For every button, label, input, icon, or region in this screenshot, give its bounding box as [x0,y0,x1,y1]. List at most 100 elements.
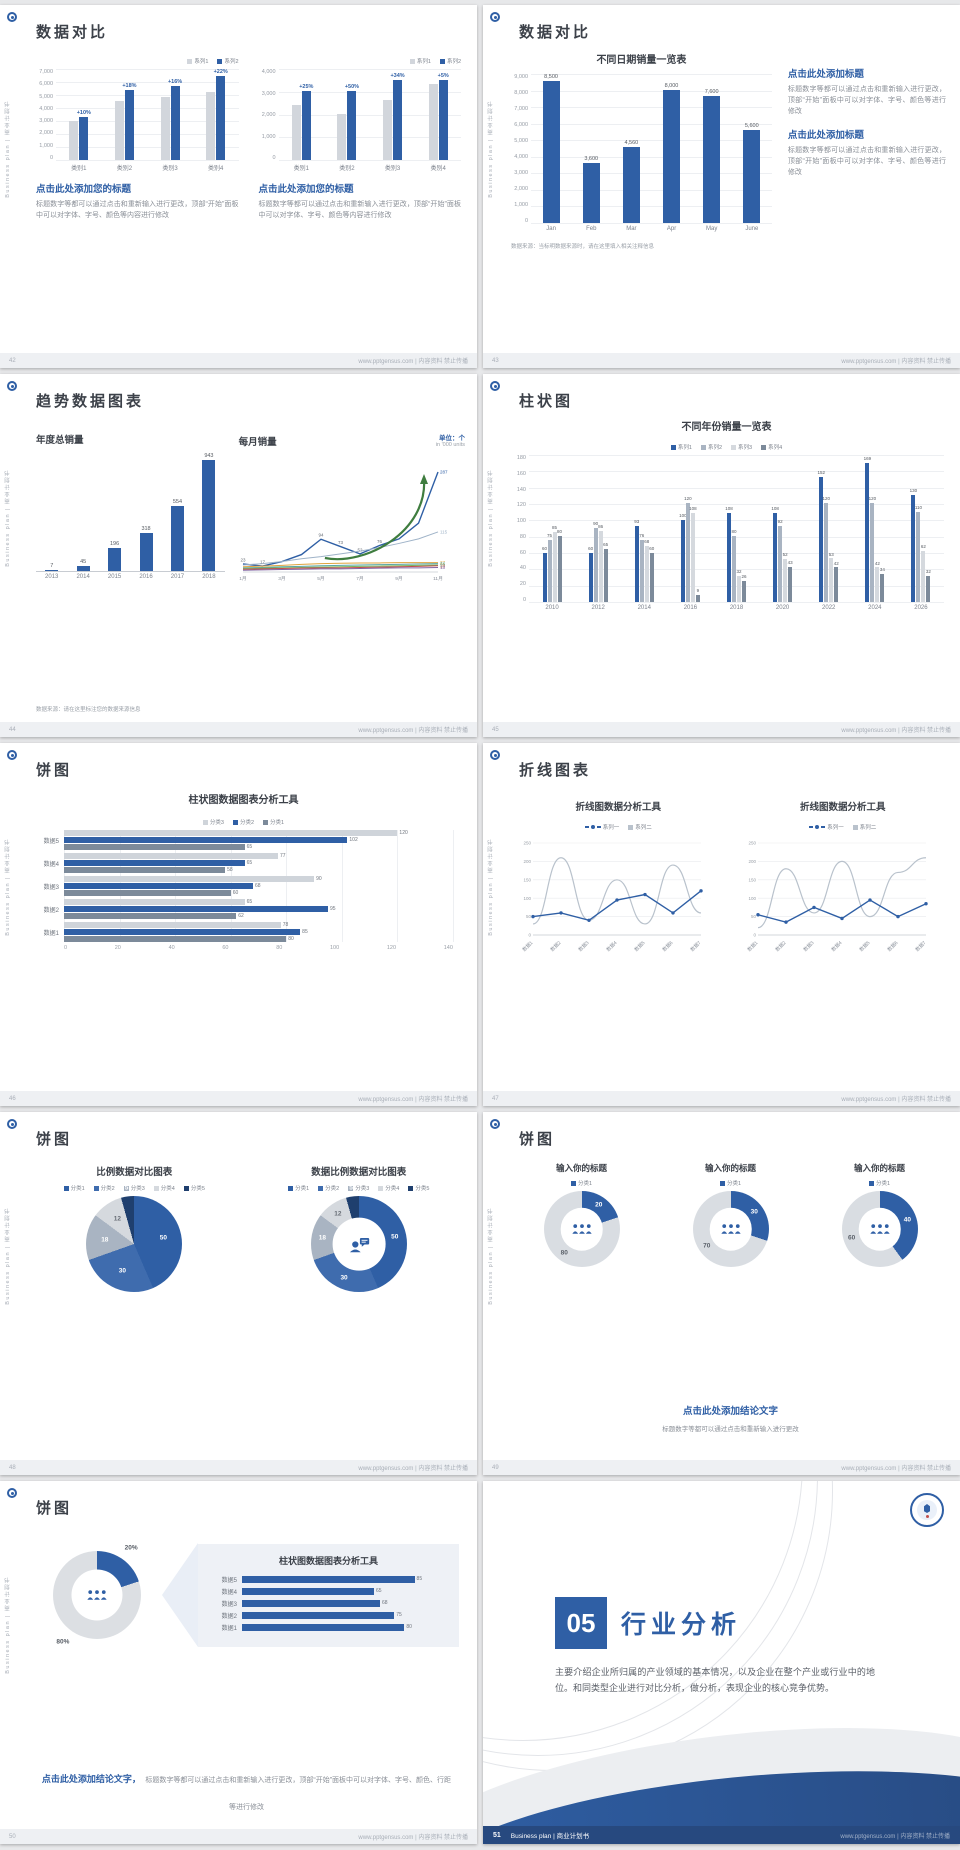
vb-yt: 0 [49,154,53,161]
chart-panel: 折线图数据分析工具 系列一 系列二 250 200 150 100 50 0 数据1 数据2 数据3… [742,799,945,953]
hb-lab: 77 [279,853,286,859]
svg-text:数据4: 数据4 [829,939,843,953]
leg-dot [590,825,595,829]
hb-lab: 80 [288,936,294,942]
svg-text:数据1: 数据1 [521,939,535,953]
vb-row: 7,000 6,000 5,000 4,000 3,000 2,000 1,000 0 +10%… [36,69,239,172]
vb-xt: 2026 [914,605,928,611]
leg-t: 系列一 [827,825,844,831]
vb-g: +16% [160,79,182,160]
vb-yt: 60 [519,549,526,556]
vb-bw: 108 [771,506,779,602]
slide-44[interactable]: Business plan | 商业计划书 趋势数据图表 年度总销量 7 45 19… [0,374,477,737]
vb-x: Jan Feb Mar Apr May June [531,226,772,232]
vb-g: 7,600 [703,89,721,223]
svg-text:150: 150 [523,877,531,882]
slide-43[interactable]: Business plan | 商业计划书 数据对比 不同日期销量一览表 9,0… [483,5,960,368]
vb-xt: June [745,226,759,232]
leg-t: 分类1 [875,1181,891,1187]
slide-51[interactable]: 05 行业分析 主要介绍企业所归属的产业领域的基本情况，以及企业在整个产业或行业… [483,1481,960,1844]
leg-sw [348,1185,354,1191]
leg-sw [408,1185,414,1191]
hb-row: 数据4 65 [212,1587,445,1596]
vb-plot: 7 45 196 318 554 943 [36,453,225,572]
vb-bw: 110 [915,505,922,602]
vb-xt: 类别1 [293,166,309,172]
content-columns: 系列1 系列2 7,000 6,000 5,000 4,000 3,000 2,000 1,00… [36,57,461,221]
slide-50[interactable]: Business plan | 商业计划书 饼图 20% 80% 柱状图数据图表分… [0,1481,477,1844]
hb-row: 数据4 77 65 58 [34,853,453,873]
panel-heading: 输入你的标题 [555,1163,607,1173]
vb-bw: 62 [921,544,926,602]
pie-lab: 20 [595,1201,603,1209]
slide-42[interactable]: Business plan | 商业计划书 数据对比 系列1 系列2 7,000 6,… [0,5,477,368]
vb-b [108,547,122,571]
slide-footer: 51 Business plan | 商业计划书 www.pptgensus.c… [483,1826,960,1844]
leg-sw [183,1185,189,1191]
vb-b [916,511,921,602]
pie-stack: 40 60 [841,1191,918,1267]
vb-bw: +5% [438,73,449,160]
vb-xt: 2016 [139,574,153,580]
pie-lab: 60 [847,1234,856,1242]
hb-line: 78 [64,922,453,928]
hb-lab: 65 [246,860,253,866]
brand-logo-icon [490,1119,500,1129]
hb-row: 数据2 65 95 62 [34,899,453,919]
pie-lab: 20% [124,1544,138,1552]
pie: 20% 80% [53,1545,141,1645]
vb-bw [206,91,216,160]
brand-logo-icon [7,750,17,760]
vb-bw: 85 [552,525,557,602]
chart-title: 比例数据对比图表 [96,1167,173,1178]
leg-it: 系列4 [761,443,782,451]
funnel-connector-shape [162,1543,198,1647]
leg-sw [263,819,269,825]
vb-l: 4,560 [624,139,639,146]
slide-49[interactable]: Business plan | 商业计划书 饼图 输入你的标题 分类1 20 80 … [483,1112,960,1475]
slide-45[interactable]: Business plan | 商业计划书 柱状图 不同年份销量一览表 系列1 系… [483,374,960,737]
hb-body: 数据5 120 102 65 数据4 77 65 58 数据3 90 68 60 数据2 65 95 62 数据… [34,830,454,942]
sidebar-watermark: Business plan | 商业计划书 [5,469,11,567]
leg-t: 分类2 [239,820,255,826]
vb-l: 42 [874,560,880,566]
vb-bw: 32 [926,569,931,602]
vb-bw: 42 [834,561,839,602]
leg-it: 分类5 [408,1184,429,1192]
slide-title: 数据对比 [519,24,592,41]
vb-g: 100 120 108 9 [679,496,700,602]
leg-sw [719,1180,725,1186]
vb-xt: 2010 [545,605,559,611]
content-row: 折线图数据分析工具 系列一 系列二 250 200 150 100 50 0 数据1 数据2 数据3… [517,799,944,953]
vb-xt: 2016 [683,605,698,611]
hb-cat: 数据1 [43,930,59,937]
svg-text:18: 18 [440,563,446,568]
leg-t: 系列二 [635,825,652,831]
footer-site-text: www.pptgensus.com | 内容资料 禁止传播 [358,359,468,365]
vb-g: +34% [383,73,405,160]
vb-grid [56,121,239,122]
svg-text:20: 20 [440,563,446,568]
vb-b [552,532,557,602]
vb-bw: 26 [741,574,747,602]
pie: 50 30 18 12 5 [86,1184,183,1292]
leg-sw [670,444,676,450]
pie: 50 30 18 12 5 [310,1184,407,1292]
hb-row: 数据1 78 85 80 [34,922,453,942]
leg-t: 分类3 [130,1186,145,1192]
vb-grid [56,82,239,83]
pie-hole [560,1207,603,1251]
vb-yt: 0 [522,596,526,603]
leg-it: 分类4 [153,1184,175,1192]
vb-xt: 类别4 [430,166,446,172]
slide-46[interactable]: Business plan | 商业计划书 饼图 柱状图数据图表分析工具 分类3… [0,743,477,1106]
vb-bw: 45 [76,559,90,571]
section-content: 05 行业分析 主要介绍企业所归属的产业领域的基本情况，以及企业在整个产业或行业… [555,1597,875,1697]
vb-grid [531,74,772,75]
leg-it: 系列3 [731,443,752,451]
vb-yt: 3,000 [39,118,53,125]
slide-48[interactable]: Business plan | 商业计划书 饼图 比例数据对比图表 分类1 分类2… [0,1112,477,1475]
slide-47[interactable]: Business plan | 商业计划书 折线图表 折线图数据分析工具 系列一… [483,743,960,1106]
hb-bar [64,906,328,912]
vb-xt: 2020 [775,605,790,611]
